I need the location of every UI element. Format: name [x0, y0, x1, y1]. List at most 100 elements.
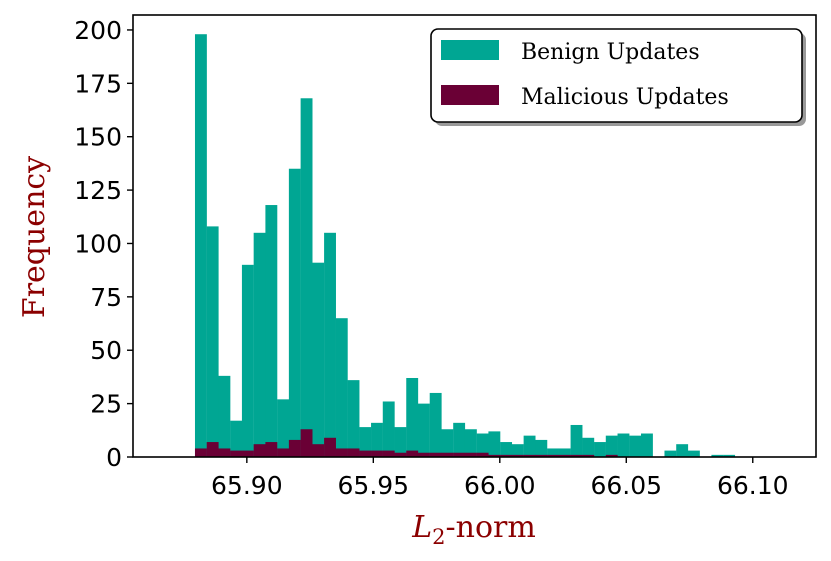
- y-tick-label: 150: [74, 123, 122, 152]
- benign-bar-27: [511, 444, 524, 457]
- benign-bar-38: [641, 433, 653, 457]
- benign-bar-14: [359, 427, 372, 457]
- malicious-bar-28: [523, 454, 536, 457]
- y-tick-label: 100: [74, 229, 122, 258]
- benign-bar-19: [417, 403, 430, 457]
- x-tick-label: 66.05: [590, 471, 662, 500]
- benign-bar-36: [617, 433, 630, 457]
- benign-bar-37: [629, 435, 642, 457]
- benign-bar-22: [453, 422, 466, 457]
- malicious-bar-24: [476, 452, 489, 457]
- benign-bar-32: [570, 424, 583, 457]
- benign-bar-41: [676, 444, 689, 457]
- benign-bar-21: [441, 429, 454, 457]
- malicious-bar-22: [453, 452, 466, 457]
- benign-bar-13: [347, 380, 360, 457]
- malicious-bar-3: [230, 450, 243, 457]
- legend-label-benign: Benign Updates: [521, 40, 700, 65]
- malicious-bar-9: [300, 429, 313, 457]
- plot-area-frame: [132, 14, 817, 458]
- malicious-bar-18: [406, 450, 419, 457]
- malicious-bar-31: [558, 454, 571, 457]
- benign-bar-8: [288, 168, 301, 457]
- benign-bar-10: [312, 262, 325, 457]
- legend-swatch-malicious: [441, 85, 499, 105]
- benign-bar-26: [500, 442, 513, 457]
- malicious-bar-10: [312, 444, 325, 457]
- benign-bar-2: [218, 375, 231, 457]
- malicious-bar-8: [288, 439, 301, 457]
- malicious-bar-16: [382, 450, 395, 457]
- malicious-bar-4: [241, 450, 254, 457]
- malicious-bar-11: [324, 437, 336, 457]
- benign-bar-11: [324, 232, 336, 457]
- benign-bar-40: [664, 450, 677, 457]
- benign-bar-31: [558, 448, 571, 457]
- benign-bar-42: [687, 450, 700, 457]
- benign-bar-1: [206, 226, 219, 457]
- benign-bar-45: [723, 454, 736, 457]
- benign-bar-35: [605, 435, 618, 457]
- malicious-bars: [194, 429, 618, 457]
- benign-bar-24: [476, 433, 489, 457]
- benign-bar-25: [488, 431, 501, 457]
- malicious-bar-14: [359, 450, 372, 457]
- benign-bar-33: [582, 437, 595, 457]
- x-axis: 65.90 65.95 66.00 66.05 66.10: [211, 457, 789, 500]
- benign-bar-18: [406, 377, 419, 457]
- benign-bar-9: [300, 98, 313, 457]
- benign-bar-28: [523, 435, 536, 457]
- x-tick-label: 65.95: [338, 471, 410, 500]
- benign-bar-29: [535, 439, 548, 457]
- benign-bar-3: [230, 420, 243, 457]
- y-tick-label: 200: [74, 16, 122, 45]
- malicious-bar-35: [605, 454, 618, 457]
- malicious-bar-29: [535, 454, 548, 457]
- benign-bar-44: [711, 454, 724, 457]
- legend: Benign Updates Malicious Updates: [430, 28, 806, 126]
- benign-bar-5: [253, 232, 266, 457]
- x-axis-title-main: L: [411, 510, 432, 545]
- benign-bar-20: [429, 392, 442, 457]
- malicious-bar-20: [429, 452, 442, 457]
- malicious-bar-0: [194, 448, 207, 457]
- malicious-bar-30: [547, 454, 559, 457]
- x-tick-label: 65.90: [211, 471, 283, 500]
- benign-bars: [194, 34, 736, 457]
- malicious-bar-23: [464, 452, 477, 457]
- y-axis-title: Frequency: [17, 156, 52, 318]
- malicious-bar-12: [335, 448, 348, 457]
- y-tick-label: 0: [106, 443, 122, 472]
- malicious-bar-26: [500, 454, 513, 457]
- y-tick-label: 25: [90, 390, 122, 419]
- x-tick-label: 66.10: [717, 471, 789, 500]
- benign-bar-16: [382, 401, 395, 457]
- y-tick-label: 175: [74, 69, 122, 98]
- legend-swatch-benign: [441, 40, 499, 60]
- malicious-bar-13: [347, 448, 360, 457]
- malicious-bar-15: [371, 450, 383, 457]
- x-tick-label: 66.00: [464, 471, 536, 500]
- malicious-bar-1: [206, 442, 219, 457]
- y-tick-label: 75: [90, 283, 122, 312]
- malicious-bar-17: [394, 452, 407, 457]
- benign-bar-17: [394, 427, 407, 457]
- benign-bar-4: [241, 264, 254, 457]
- benign-bar-0: [194, 34, 207, 457]
- benign-bar-23: [464, 429, 477, 457]
- benign-bar-34: [594, 442, 606, 457]
- malicious-bar-27: [511, 454, 524, 457]
- malicious-bar-33: [582, 454, 595, 457]
- y-tick-label: 50: [90, 336, 122, 365]
- malicious-bar-7: [277, 448, 290, 457]
- x-axis-title-subscript: 2: [432, 525, 445, 549]
- y-axis: 0 25 50 75 100 125 150 175 200: [74, 16, 133, 472]
- malicious-bar-5: [253, 444, 266, 457]
- malicious-bar-21: [441, 452, 454, 457]
- benign-bar-12: [335, 318, 348, 457]
- benign-bar-6: [265, 205, 278, 457]
- legend-label-malicious: Malicious Updates: [521, 85, 729, 110]
- malicious-bar-32: [570, 454, 583, 457]
- benign-bar-15: [371, 422, 383, 457]
- malicious-bar-19: [417, 452, 430, 457]
